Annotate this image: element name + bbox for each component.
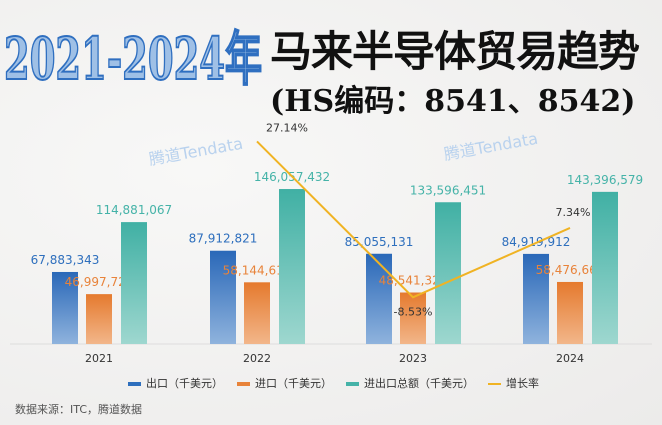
data-label: 58,144,611 — [223, 263, 292, 277]
bar-total — [121, 222, 147, 344]
legend-growth: 增长率 — [488, 375, 539, 391]
data-label: 46,997,724 — [65, 275, 134, 289]
bar-total — [279, 189, 305, 344]
chart-subtitle: (HS编码：8541、8542) — [270, 84, 636, 119]
data-label: 143,396,579 — [567, 173, 643, 187]
bar-total — [435, 202, 461, 344]
bar-export — [366, 253, 392, 344]
data-label: 67,883,343 — [31, 253, 100, 267]
bar-export — [210, 250, 236, 344]
bar-total — [592, 191, 618, 344]
growth-label: 7.34% — [556, 206, 591, 219]
legend-import: 进口（千美元） — [237, 375, 332, 391]
legend-total: 进出口总额（千美元） — [346, 375, 474, 391]
bar-import — [557, 281, 583, 344]
x-tick-label: 2021 — [85, 352, 113, 365]
bar-export — [52, 271, 78, 344]
source-note: 数据来源：ITC，腾道数据 — [15, 403, 142, 416]
data-label: 87,912,821 — [189, 232, 258, 246]
growth-label: -8.53% — [394, 305, 433, 318]
x-tick-label: 2024 — [556, 352, 584, 365]
title-years: 2021-2024年 — [3, 24, 262, 94]
watermark: 腾道Tendata — [442, 129, 539, 164]
bar-export — [523, 253, 549, 344]
chart-title: 马来半导体贸易趋势 — [270, 27, 640, 76]
bar-import — [244, 282, 270, 344]
data-label: 85,055,131 — [345, 235, 414, 249]
x-tick-label: 2022 — [243, 352, 271, 365]
growth-line — [256, 140, 571, 299]
legend: 出口（千美元） 进口（千美元） 进出口总额（千美元） 增长率 — [128, 375, 539, 391]
growth-label: 27.14% — [266, 121, 308, 134]
x-tick-label: 2023 — [399, 352, 427, 365]
legend-export: 出口（千美元） — [128, 375, 223, 391]
watermark: 腾道Tendata — [147, 134, 244, 169]
data-label: 58,476,667 — [536, 263, 605, 277]
bar-import — [86, 294, 112, 344]
data-label: 133,596,451 — [410, 183, 486, 197]
data-label: 48,541,320 — [379, 273, 448, 287]
data-label: 114,881,067 — [96, 203, 172, 217]
bar-import — [400, 292, 426, 344]
